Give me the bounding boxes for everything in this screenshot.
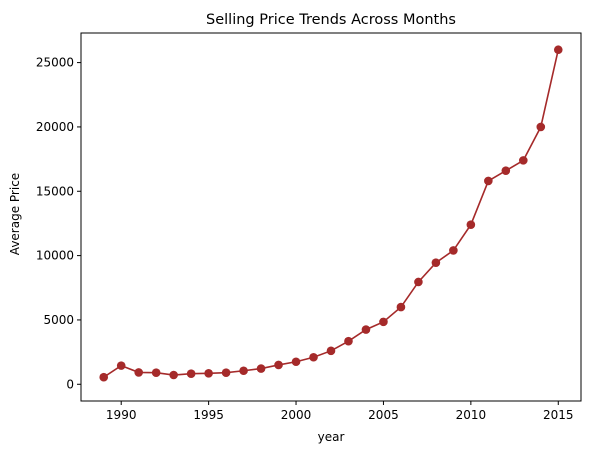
data-point <box>466 220 476 230</box>
data-point <box>291 357 301 367</box>
data-point <box>309 352 318 362</box>
data-point <box>361 325 371 334</box>
data-point <box>116 361 126 370</box>
data-point <box>256 364 266 373</box>
y-tick-label: 5000 <box>43 313 74 327</box>
data-point <box>99 372 109 382</box>
data-point <box>134 368 143 377</box>
data-point <box>536 122 546 132</box>
x-tick-label: 1995 <box>193 408 224 422</box>
x-tick-label: 2005 <box>368 408 399 422</box>
data-point <box>169 370 178 380</box>
series-layer <box>99 45 563 382</box>
x-axis: 1990 1995 2000 2005 2010 2015 <box>106 401 574 422</box>
data-point <box>186 369 196 379</box>
x-axis-label: year <box>318 430 345 444</box>
x-tick-label: 2010 <box>456 408 487 422</box>
y-tick-label: 10000 <box>36 249 74 263</box>
data-point <box>274 360 283 370</box>
data-point <box>344 336 353 346</box>
series-line <box>103 49 560 378</box>
y-tick-label: 0 <box>66 377 74 391</box>
plot-frame <box>80 32 582 402</box>
data-point <box>414 277 423 287</box>
data-point <box>221 368 231 377</box>
y-tick-label: 15000 <box>36 184 74 198</box>
data-point <box>239 366 248 376</box>
data-point <box>396 302 406 312</box>
x-tick-label: 1990 <box>106 408 137 422</box>
data-point <box>431 258 441 267</box>
y-tick-label: 25000 <box>36 56 74 70</box>
data-point <box>449 246 458 255</box>
data-point <box>151 368 161 377</box>
data-point <box>484 176 493 186</box>
x-tick-label: 2015 <box>543 408 574 422</box>
y-axis-label: Average Price <box>8 173 22 255</box>
data-point <box>553 45 563 55</box>
data-point <box>204 369 213 378</box>
data-point <box>379 317 388 327</box>
data-point <box>501 166 511 175</box>
chart-title: Selling Price Trends Across Months <box>206 12 456 28</box>
data-point <box>519 156 528 165</box>
y-axis: 0 5000 10000 15000 20000 25000 <box>36 56 81 391</box>
data-point <box>326 346 336 356</box>
y-tick-label: 20000 <box>36 120 74 134</box>
x-tick-label: 2000 <box>281 408 312 422</box>
